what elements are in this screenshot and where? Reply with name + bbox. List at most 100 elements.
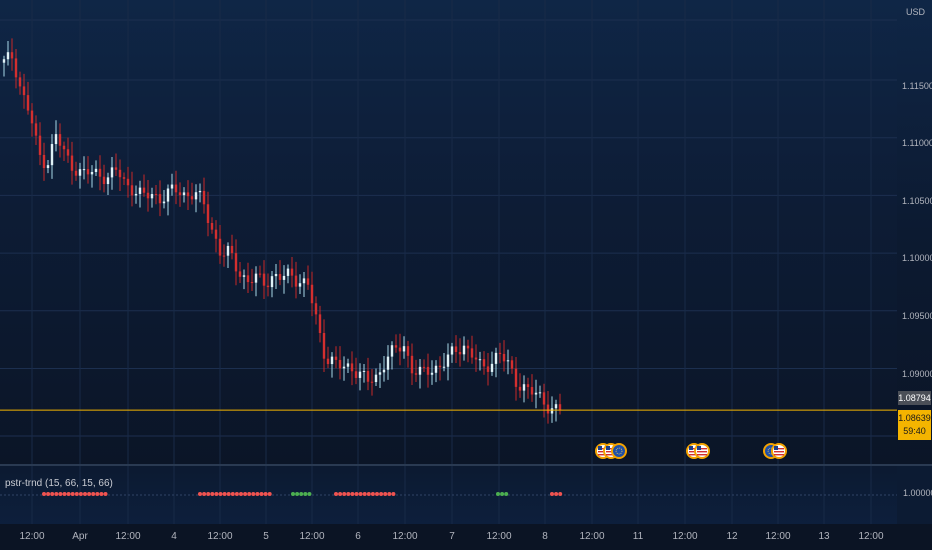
candle-body: [414, 373, 418, 375]
candle-body: [506, 360, 510, 362]
flag-stripe: [606, 448, 616, 450]
candle-body: [374, 374, 378, 383]
time-axis-label: 13: [818, 531, 830, 542]
time-axis-label: 8: [542, 531, 548, 542]
time-axis-label: 12:00: [392, 531, 418, 542]
candle-body: [386, 356, 390, 370]
candle-body: [462, 345, 466, 355]
candle-body: [298, 283, 302, 287]
indicator-dot-bear: [391, 492, 396, 496]
indicator-dot-bear: [366, 492, 371, 496]
candle-body: [362, 370, 366, 372]
candle-body: [178, 192, 182, 196]
candle-body: [14, 58, 18, 78]
time-axis-label: Apr: [72, 531, 88, 542]
candle-body: [502, 353, 506, 362]
candle-body: [542, 392, 546, 405]
indicator-dot-bear: [103, 492, 108, 496]
candle-body: [322, 333, 326, 359]
candle-body: [246, 275, 250, 283]
candle-body: [350, 363, 354, 372]
indicator-dot-bear: [198, 492, 202, 496]
time-axis-label: 12:00: [207, 531, 233, 542]
candle-body: [486, 366, 490, 372]
flag-canton: [774, 446, 778, 450]
candle-body: [418, 366, 422, 375]
candle-body: [554, 404, 558, 409]
candle-body: [250, 282, 254, 284]
candle-body: [222, 255, 226, 257]
candle-body: [110, 167, 114, 178]
candle-body: [514, 368, 518, 387]
time-axis-label: 11: [632, 531, 644, 542]
candle-body: [510, 360, 514, 369]
candle-body: [138, 187, 142, 194]
flag-stripe: [697, 448, 707, 450]
price-scale[interactable]: [897, 0, 932, 464]
indicator-dot-bear: [550, 492, 554, 496]
flag-stripe: [606, 454, 616, 456]
candle-body: [266, 285, 270, 288]
candle-body: [530, 387, 534, 395]
candle-body: [86, 169, 90, 175]
candle-body: [154, 194, 158, 196]
flag-stripe: [598, 448, 608, 450]
candle-body: [342, 366, 346, 369]
currency-label: USD: [906, 7, 926, 17]
indicator-dot-bear: [222, 492, 227, 496]
indicator-dot-bear: [99, 492, 104, 496]
flag-canton: [606, 446, 610, 450]
indicator-title[interactable]: pstr-trnd (15, 66, 15, 66): [5, 478, 113, 489]
flag-stars: [615, 447, 623, 455]
flag-stripe: [697, 454, 707, 456]
candle-body: [310, 284, 314, 304]
time-axis-label: 12:00: [19, 531, 45, 542]
indicator-dot-bear: [218, 492, 223, 496]
candle-body: [130, 185, 134, 196]
indicator-dot-bull: [303, 492, 308, 496]
candle-body: [274, 274, 278, 277]
candle-body: [390, 345, 394, 357]
time-axis-label: 12:00: [858, 531, 884, 542]
candle-body: [454, 346, 458, 352]
indicator-level-label: 1.00000: [903, 488, 932, 498]
flag-stripe: [774, 451, 784, 453]
time-axis-label: 6: [355, 531, 361, 542]
indicator-price-scale[interactable]: [897, 466, 932, 524]
main-chart-pane[interactable]: [0, 0, 897, 464]
time-axis-label: 12:00: [765, 531, 791, 542]
candle-body: [194, 192, 198, 200]
candle-body: [490, 363, 494, 372]
candle-body: [290, 268, 294, 276]
indicator-dot-bear: [375, 492, 379, 496]
indicator-dot-bear: [74, 492, 79, 496]
candle-body: [466, 345, 470, 349]
candle-body: [354, 371, 358, 378]
candle-body: [534, 392, 538, 395]
pane-separator[interactable]: [0, 464, 932, 466]
candle-body: [90, 171, 94, 175]
time-axis-label: 12:00: [299, 531, 325, 542]
candle-body: [422, 366, 426, 368]
flag-stripe: [689, 451, 699, 453]
candle-body: [146, 192, 150, 199]
candle-body: [174, 184, 178, 193]
flag-stripe: [774, 448, 784, 450]
candle-body: [442, 366, 446, 368]
indicator-dot-bear: [350, 492, 355, 496]
candle-body: [338, 359, 342, 369]
indicator-dot-bear: [234, 492, 239, 496]
candle-body: [326, 358, 330, 365]
indicator-dot-bull: [295, 492, 300, 496]
candle-body: [334, 356, 338, 360]
indicator-dot-bear: [66, 492, 71, 496]
flag-stripe: [697, 451, 707, 453]
candle-body: [182, 192, 186, 196]
candle-body: [330, 356, 334, 365]
indicator-dot-bull: [496, 492, 500, 496]
candle-body: [394, 345, 398, 348]
flag-stripe: [774, 454, 784, 456]
time-axis[interactable]: [0, 524, 932, 550]
indicator-dot-bear: [58, 492, 63, 496]
